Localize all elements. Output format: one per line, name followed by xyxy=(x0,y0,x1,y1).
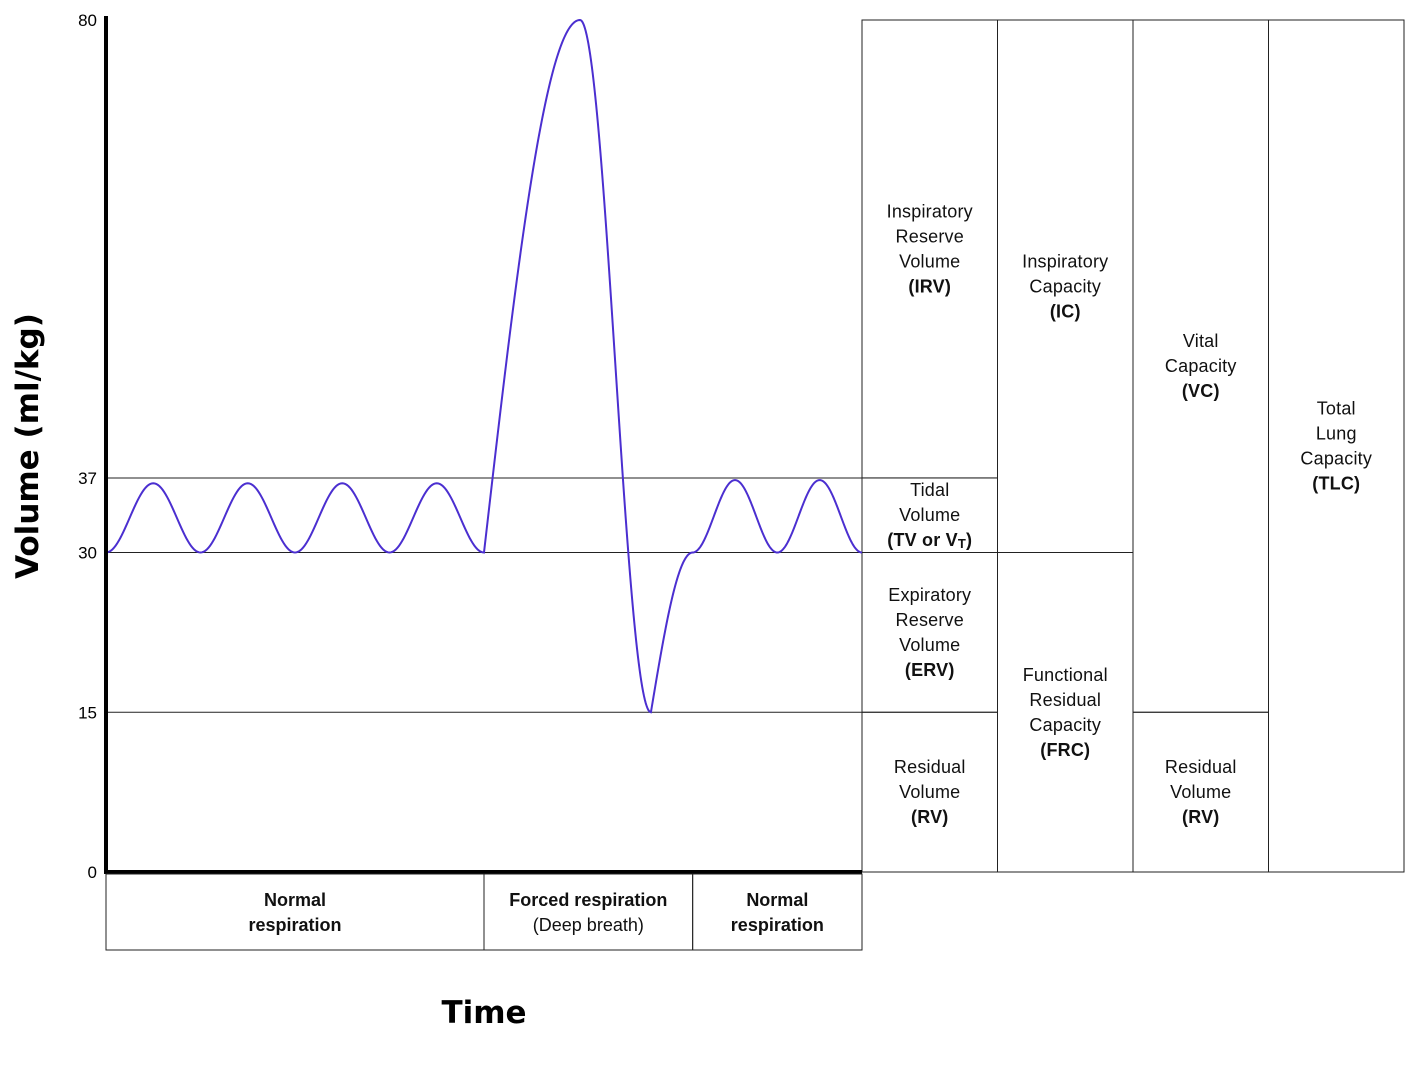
table-cell-line: Capacity xyxy=(1029,276,1101,296)
table-cell-border xyxy=(861,19,998,479)
table-cell-abbreviation: (TV or VT) xyxy=(887,530,972,551)
table-cell-line: Capacity xyxy=(1165,356,1237,376)
abbreviation-end: ) xyxy=(966,530,972,550)
phase-label-line: Normal xyxy=(746,890,808,910)
table-cell-border xyxy=(861,552,998,713)
table-cell-line: Residual xyxy=(1029,690,1101,710)
table-cell-line: Volume xyxy=(899,505,960,525)
y-tick-label: 0 xyxy=(88,863,97,882)
table-cell-line: Volume xyxy=(1170,782,1231,802)
table-cell: Inspiratory Capacity (IC) xyxy=(997,19,1134,553)
table-cell-abbreviation: (TLC) xyxy=(1312,474,1360,494)
table-cell: Residual Volume (RV) xyxy=(1132,711,1269,873)
table-cell-abbreviation: (ERV) xyxy=(905,660,955,680)
table-cell-abbreviation: (VC) xyxy=(1182,381,1220,401)
table-cell-line: Inspiratory xyxy=(887,201,973,221)
table-cell-line: Total xyxy=(1317,399,1356,419)
abbreviation-main: (IRV) xyxy=(908,276,951,296)
table-cell-line: Reserve xyxy=(896,226,964,246)
table-cell-line: Volume xyxy=(899,635,960,655)
abbreviation-main: (FRC) xyxy=(1040,740,1090,760)
table-cell-line: Residual xyxy=(894,757,966,777)
table-cell-abbreviation: (RV) xyxy=(1182,807,1219,827)
table-cell-line: Vital xyxy=(1183,331,1219,351)
phase-cell: Normal respiration xyxy=(105,873,485,951)
x-axis-title: Time xyxy=(441,995,526,1031)
y-axis-title: Volume (ml/kg) xyxy=(10,313,46,579)
phase-label-line: Normal xyxy=(264,890,326,910)
table-cell: Inspiratory Reserve Volume (IRV) xyxy=(861,19,998,479)
phase-label-line: respiration xyxy=(731,915,824,935)
table-cell: Expiratory Reserve Volume (ERV) xyxy=(861,552,998,713)
phase-cell-border xyxy=(105,873,485,951)
y-tick-label: 37 xyxy=(78,469,97,488)
table-cell-line: Residual xyxy=(1165,757,1237,777)
abbreviation-main: (TV or V xyxy=(887,530,958,550)
lung-volume-table: Inspiratory Reserve Volume (IRV) Tidal Volume… xyxy=(861,19,1405,873)
table-cell: Vital Capacity (VC) xyxy=(1132,19,1269,713)
abbreviation-main: (RV) xyxy=(1182,807,1219,827)
table-cell-border xyxy=(997,552,1134,873)
table-cell-border xyxy=(1268,19,1405,873)
table-cell-line: Volume xyxy=(899,782,960,802)
abbreviation-main: (TLC) xyxy=(1312,474,1360,494)
table-cell-abbreviation: (FRC) xyxy=(1040,740,1090,760)
phase-label-line: respiration xyxy=(248,915,341,935)
spirogram-line xyxy=(105,19,863,714)
table-cell-abbreviation: (IRV) xyxy=(908,276,951,296)
y-tick-label: 15 xyxy=(78,703,97,722)
table-cell-line: Expiratory xyxy=(888,585,971,605)
table-cell: Tidal Volume (TV or VT) xyxy=(861,477,998,554)
abbreviation-main: (IC) xyxy=(1050,301,1081,321)
table-cell-line: Inspiratory xyxy=(1022,251,1108,271)
table-cell-line: Reserve xyxy=(896,610,964,630)
y-tick-label: 30 xyxy=(78,544,97,563)
table-cell-line: Functional xyxy=(1023,665,1108,685)
phase-cell-border xyxy=(692,873,863,951)
table-cell: Residual Volume (RV) xyxy=(861,711,998,873)
phase-cell: Normal respiration xyxy=(692,873,863,951)
spirogram-trace xyxy=(105,19,863,714)
reference-lines xyxy=(106,477,862,713)
table-cell-line: Lung xyxy=(1316,424,1357,444)
table-cell: Total Lung Capacity (TLC) xyxy=(1268,19,1405,873)
table-cell-abbreviation: (IC) xyxy=(1050,301,1081,321)
abbreviation-main: (RV) xyxy=(911,807,948,827)
table-cell: Functional Residual Capacity (FRC) xyxy=(997,552,1134,873)
phase-labels: Normal respiration Forced respiration (Deep… xyxy=(105,873,863,951)
table-cell-line: Capacity xyxy=(1300,449,1372,469)
abbreviation-subscript: T xyxy=(958,536,966,551)
y-axis-ticks: 0 15 30 37 80 xyxy=(78,11,97,882)
phase-cell-border xyxy=(483,873,694,951)
phase-label-line: (Deep breath) xyxy=(533,915,644,935)
table-cell-line: Capacity xyxy=(1029,715,1101,735)
table-cell-line: Volume xyxy=(899,251,960,271)
abbreviation-main: (VC) xyxy=(1182,381,1220,401)
phase-cell: Forced respiration (Deep breath) xyxy=(483,873,694,951)
table-cell-line: Tidal xyxy=(910,480,949,500)
chart-axes xyxy=(104,16,862,874)
y-tick-label: 80 xyxy=(78,11,97,30)
abbreviation-main: (ERV) xyxy=(905,660,955,680)
phase-label-line: Forced respiration xyxy=(509,890,667,910)
table-cell-abbreviation: (RV) xyxy=(911,807,948,827)
